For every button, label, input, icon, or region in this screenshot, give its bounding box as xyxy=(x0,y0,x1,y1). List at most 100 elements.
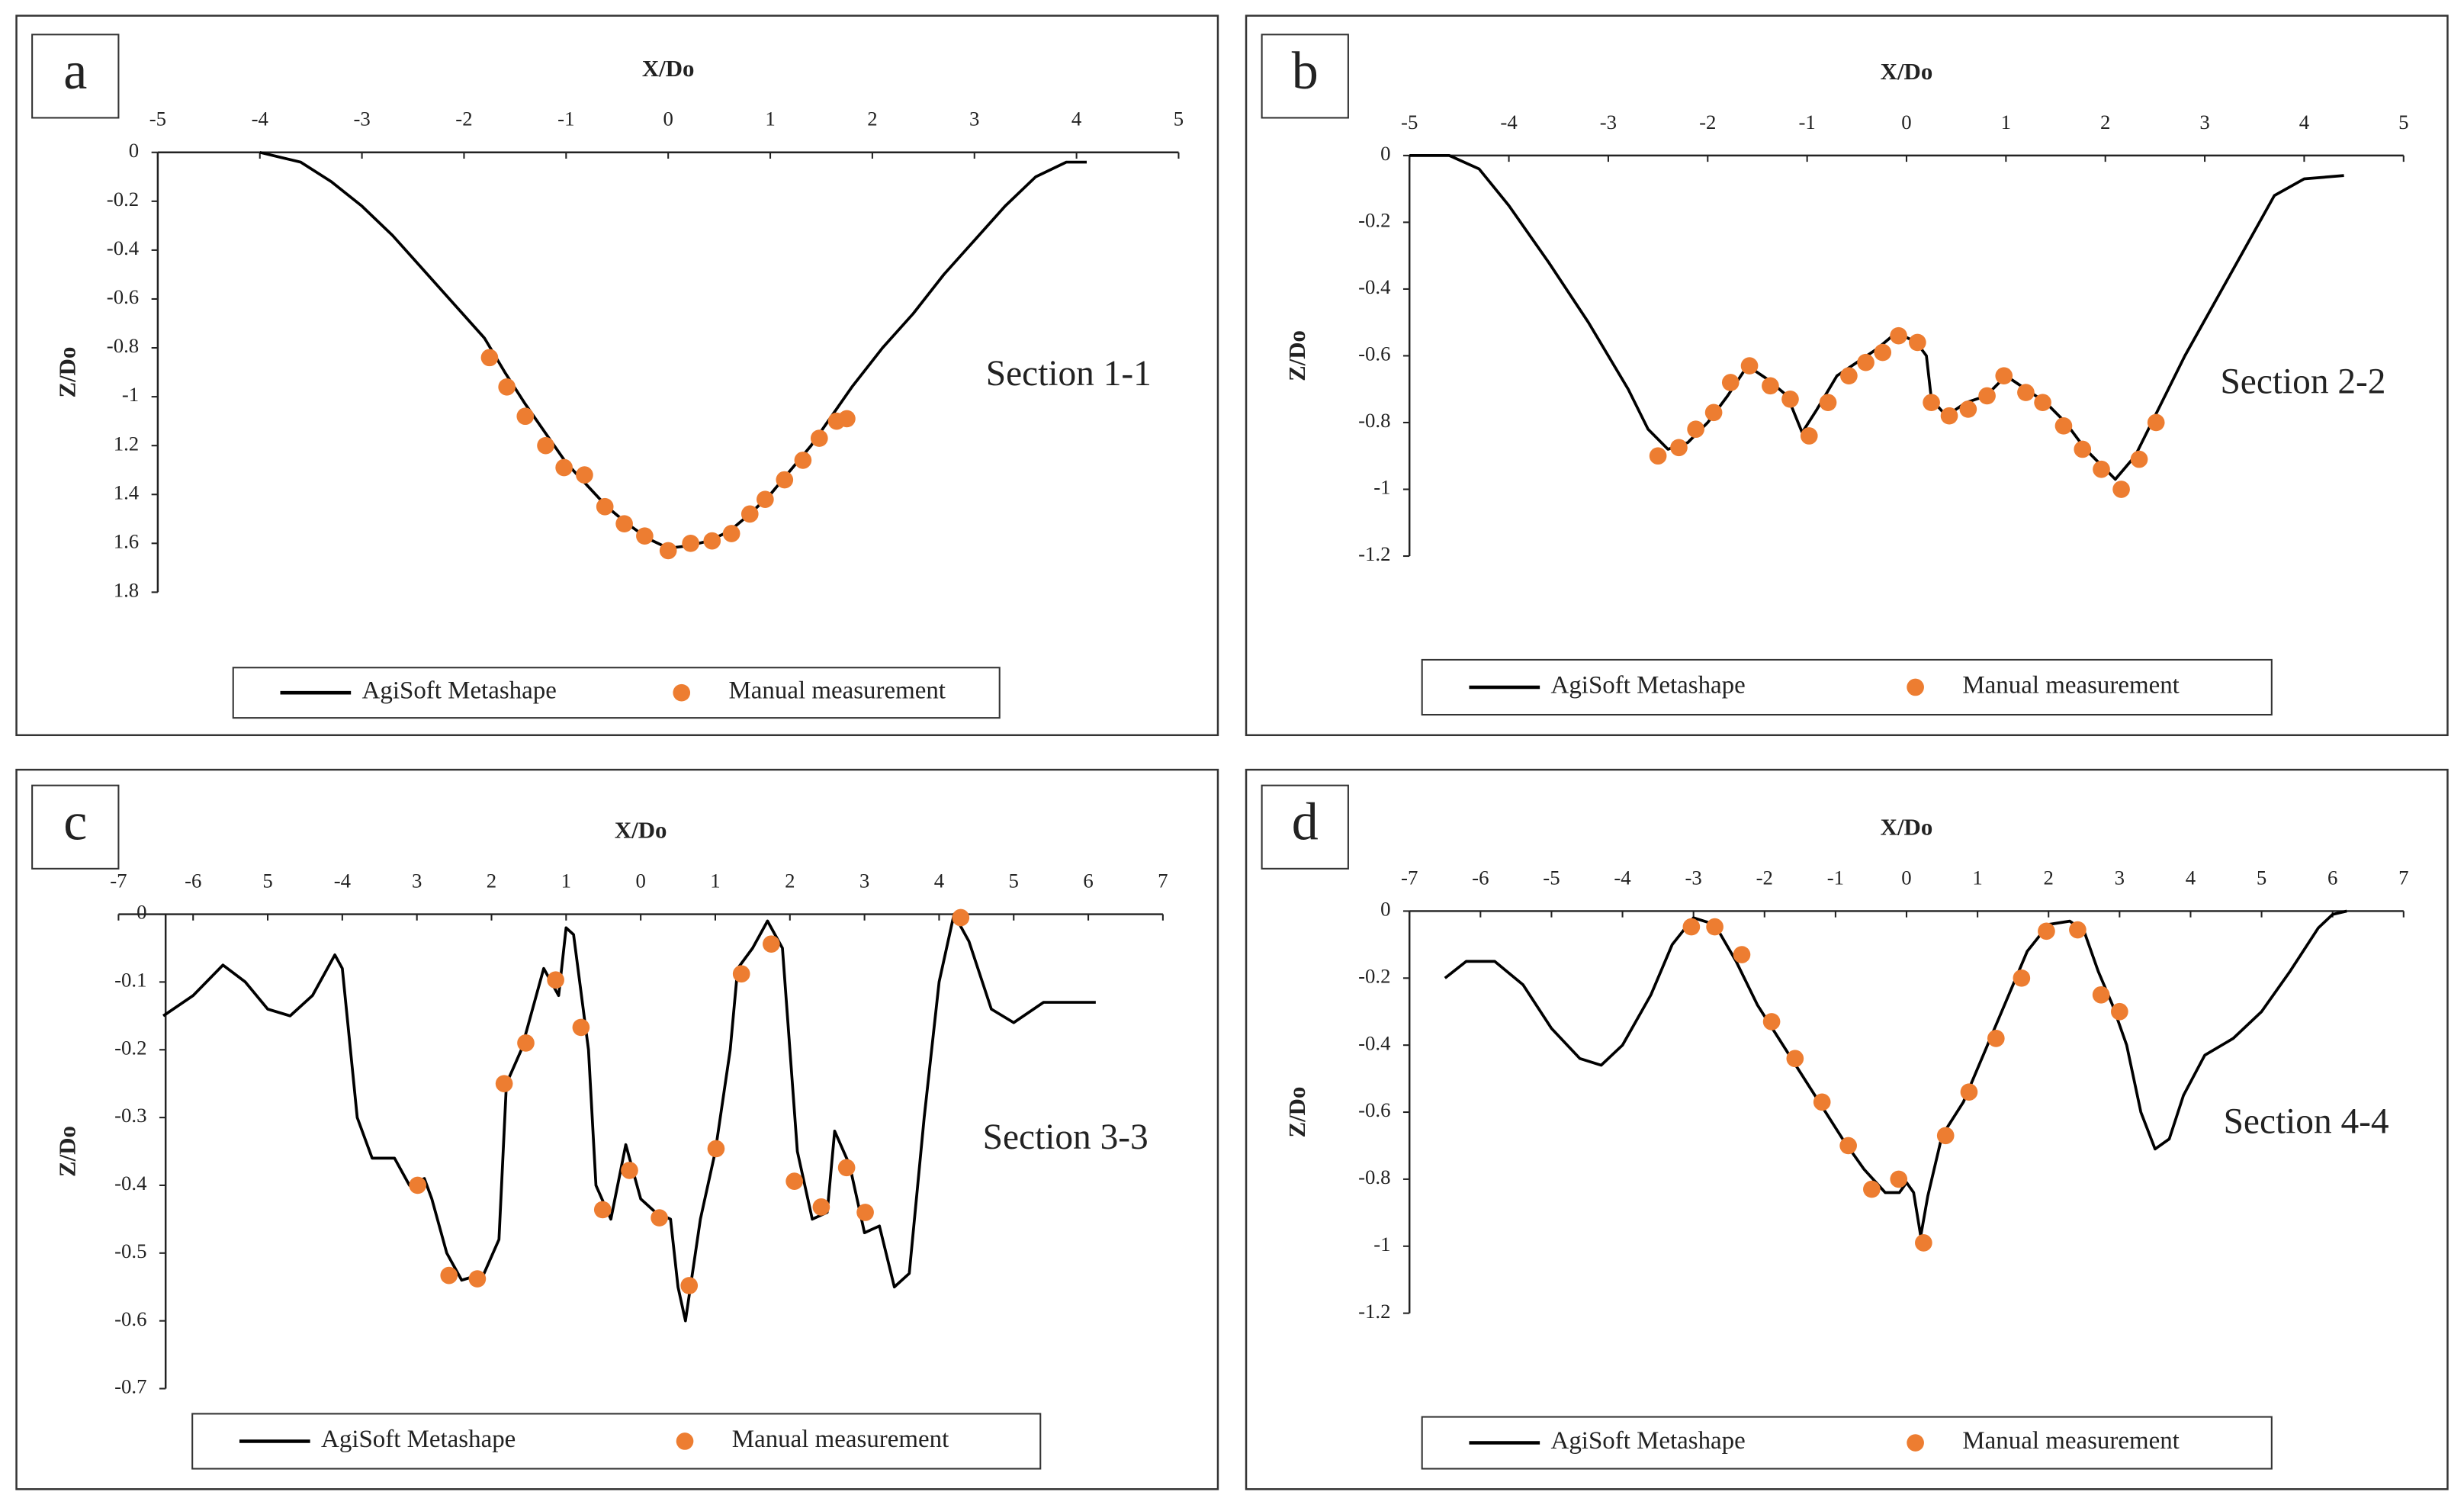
y-tick-label: 1.8 xyxy=(114,579,139,602)
x-tick-label: 6 xyxy=(2327,866,2337,889)
y-tick-label: -0.6 xyxy=(1358,342,1390,365)
measurement-point xyxy=(1740,357,1759,375)
profile-line xyxy=(162,912,1096,1323)
measurement-point xyxy=(1909,333,1926,352)
measurement-point xyxy=(576,466,593,484)
x-axis-title: X/Do xyxy=(642,55,695,82)
y-axis-title: Z/Do xyxy=(1283,1087,1310,1138)
measurement-point xyxy=(1940,407,1958,425)
legend-swatch xyxy=(1907,678,1924,696)
measurement-point xyxy=(776,471,794,489)
profile-line xyxy=(1409,154,2344,481)
measurement-point xyxy=(2092,986,2110,1004)
measurement-point xyxy=(480,349,499,367)
x-tick-label: -7 xyxy=(110,870,127,892)
panel-frame xyxy=(1245,14,2449,737)
x-tick-label: -1 xyxy=(1798,111,1815,133)
y-axis-title: Z/Do xyxy=(1283,330,1310,381)
measurement-point xyxy=(1706,918,1724,936)
measurement-point xyxy=(1704,404,1723,422)
x-tick-label: 5 xyxy=(1174,108,1184,130)
x-tick-label: 5 xyxy=(2257,866,2266,889)
y-tick-label: -0.7 xyxy=(114,1375,146,1398)
y-tick-label: -1.2 xyxy=(1358,1300,1390,1323)
measurement-point xyxy=(680,1277,699,1294)
measurement-point xyxy=(2069,921,2087,939)
panel: c -7 -6 5 -4 3 2 1 0 1 2 3 4 5 6 7 0 -0.1 -0.2 -0.3 -0.4 -0.5… xyxy=(15,768,1219,1490)
measurement-point xyxy=(651,1209,668,1227)
measurement-point xyxy=(1960,1083,1978,1101)
x-tick-label: 0 xyxy=(663,108,673,130)
measurement-point xyxy=(763,935,780,953)
x-tick-label: 4 xyxy=(2186,866,2196,889)
x-axis-title: X/Do xyxy=(1881,813,1933,840)
panel-frame xyxy=(15,768,1219,1490)
x-tick-label: -1 xyxy=(1827,866,1844,889)
y-tick-label: -0.2 xyxy=(107,188,139,211)
x-tick-label: 1 xyxy=(710,870,720,892)
y-tick-label: -0.8 xyxy=(1358,1166,1390,1188)
x-tick-label: 2 xyxy=(487,870,496,892)
x-tick-label: 6 xyxy=(1083,870,1093,892)
measurement-point xyxy=(615,515,633,533)
measurement-point xyxy=(659,542,677,560)
y-tick-label: -0.6 xyxy=(1358,1098,1390,1121)
measurement-point xyxy=(409,1176,426,1195)
measurement-point xyxy=(856,1204,874,1221)
measurement-point xyxy=(1915,1234,1932,1252)
legend-box xyxy=(1421,1416,2273,1470)
x-tick-label: -1 xyxy=(557,108,574,130)
legend-box xyxy=(232,667,1001,719)
measurement-point xyxy=(1733,946,1751,963)
x-tick-label: 7 xyxy=(2398,866,2408,889)
y-tick-label: -0.2 xyxy=(114,1036,146,1059)
measurement-point xyxy=(1781,391,1799,408)
measurement-point xyxy=(785,1172,803,1190)
panel: a -5 -4 -3 -2 -1 0 1 2 3 4 5 0 -0.2 -0.4 -0.6 -0.8 -1 1.2 1… xyxy=(15,14,1219,737)
x-tick-label: 1 xyxy=(561,870,571,892)
measurement-point xyxy=(1936,1127,1955,1145)
x-tick-label: -2 xyxy=(455,108,472,130)
legend-swatch xyxy=(676,1432,694,1450)
panel-frame xyxy=(15,14,1219,737)
y-tick-label: -0.5 xyxy=(114,1240,146,1262)
measurement-point xyxy=(2054,417,2073,435)
measurement-point xyxy=(757,490,774,508)
measurement-point xyxy=(1800,427,1818,445)
measurement-point xyxy=(1923,394,1940,412)
measurement-point xyxy=(2112,481,2130,498)
panel: b -5 -4 -3 -2 -1 0 1 2 3 4 5 0 -0.2 -0.4 -0.6 -0.8 -1 -1.2… xyxy=(1245,14,2449,737)
measurement-point xyxy=(1786,1050,1804,1068)
measurement-point xyxy=(596,497,614,516)
x-tick-label: 1 xyxy=(2001,111,2011,133)
measurement-point xyxy=(794,452,812,469)
y-tick-label: 1.2 xyxy=(114,432,139,455)
y-tick-label: 0 xyxy=(137,901,146,924)
measurement-point xyxy=(838,410,856,428)
x-tick-label: -6 xyxy=(185,870,201,892)
legend-swatch xyxy=(673,683,691,702)
y-tick-label: -0.1 xyxy=(114,969,146,992)
legend-swatch xyxy=(1907,1434,1924,1452)
measurement-point xyxy=(555,458,573,477)
measurement-point xyxy=(2093,460,2110,478)
x-tick-label: 1 xyxy=(765,108,775,130)
section-label: Section 3-3 xyxy=(983,1117,1148,1157)
x-tick-label: -5 xyxy=(149,108,166,130)
panel-letter-box xyxy=(1261,34,1349,119)
x-tick-label: -3 xyxy=(353,108,370,130)
y-tick-label: -0.8 xyxy=(107,334,139,357)
measurement-point xyxy=(952,908,970,927)
legend-box xyxy=(1421,658,2273,716)
y-tick-label: -0.4 xyxy=(114,1172,146,1195)
x-tick-label: -3 xyxy=(1600,111,1617,133)
measurement-point xyxy=(837,1159,856,1177)
x-tick-label: 7 xyxy=(1158,870,1168,892)
panel-letter-box xyxy=(1261,784,1349,870)
y-tick-label: -0.6 xyxy=(114,1307,146,1330)
x-tick-label: 3 xyxy=(969,108,979,130)
x-tick-label: -4 xyxy=(252,108,268,130)
measurement-point xyxy=(1682,918,1701,936)
panel-letter-box xyxy=(31,34,120,119)
